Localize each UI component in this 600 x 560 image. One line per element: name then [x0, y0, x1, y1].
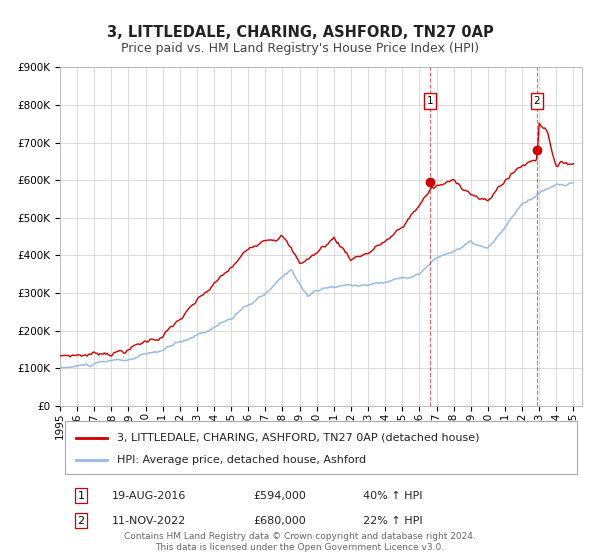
Text: 2: 2	[533, 96, 540, 106]
Text: 22% ↑ HPI: 22% ↑ HPI	[363, 516, 422, 526]
Text: £680,000: £680,000	[253, 516, 306, 526]
Text: 1: 1	[77, 491, 85, 501]
Text: Price paid vs. HM Land Registry's House Price Index (HPI): Price paid vs. HM Land Registry's House …	[121, 42, 479, 55]
Text: HPI: Average price, detached house, Ashford: HPI: Average price, detached house, Ashf…	[118, 455, 367, 465]
Text: 19-AUG-2016: 19-AUG-2016	[112, 491, 187, 501]
Text: 1: 1	[427, 96, 434, 106]
FancyBboxPatch shape	[65, 422, 577, 474]
Text: 3, LITTLEDALE, CHARING, ASHFORD, TN27 0AP (detached house): 3, LITTLEDALE, CHARING, ASHFORD, TN27 0A…	[118, 432, 480, 442]
Text: 2: 2	[77, 516, 85, 526]
Text: 11-NOV-2022: 11-NOV-2022	[112, 516, 187, 526]
Text: £594,000: £594,000	[253, 491, 306, 501]
Text: 3, LITTLEDALE, CHARING, ASHFORD, TN27 0AP: 3, LITTLEDALE, CHARING, ASHFORD, TN27 0A…	[107, 25, 493, 40]
Text: 40% ↑ HPI: 40% ↑ HPI	[363, 491, 422, 501]
Text: Contains HM Land Registry data © Crown copyright and database right 2024.
This d: Contains HM Land Registry data © Crown c…	[124, 532, 476, 552]
